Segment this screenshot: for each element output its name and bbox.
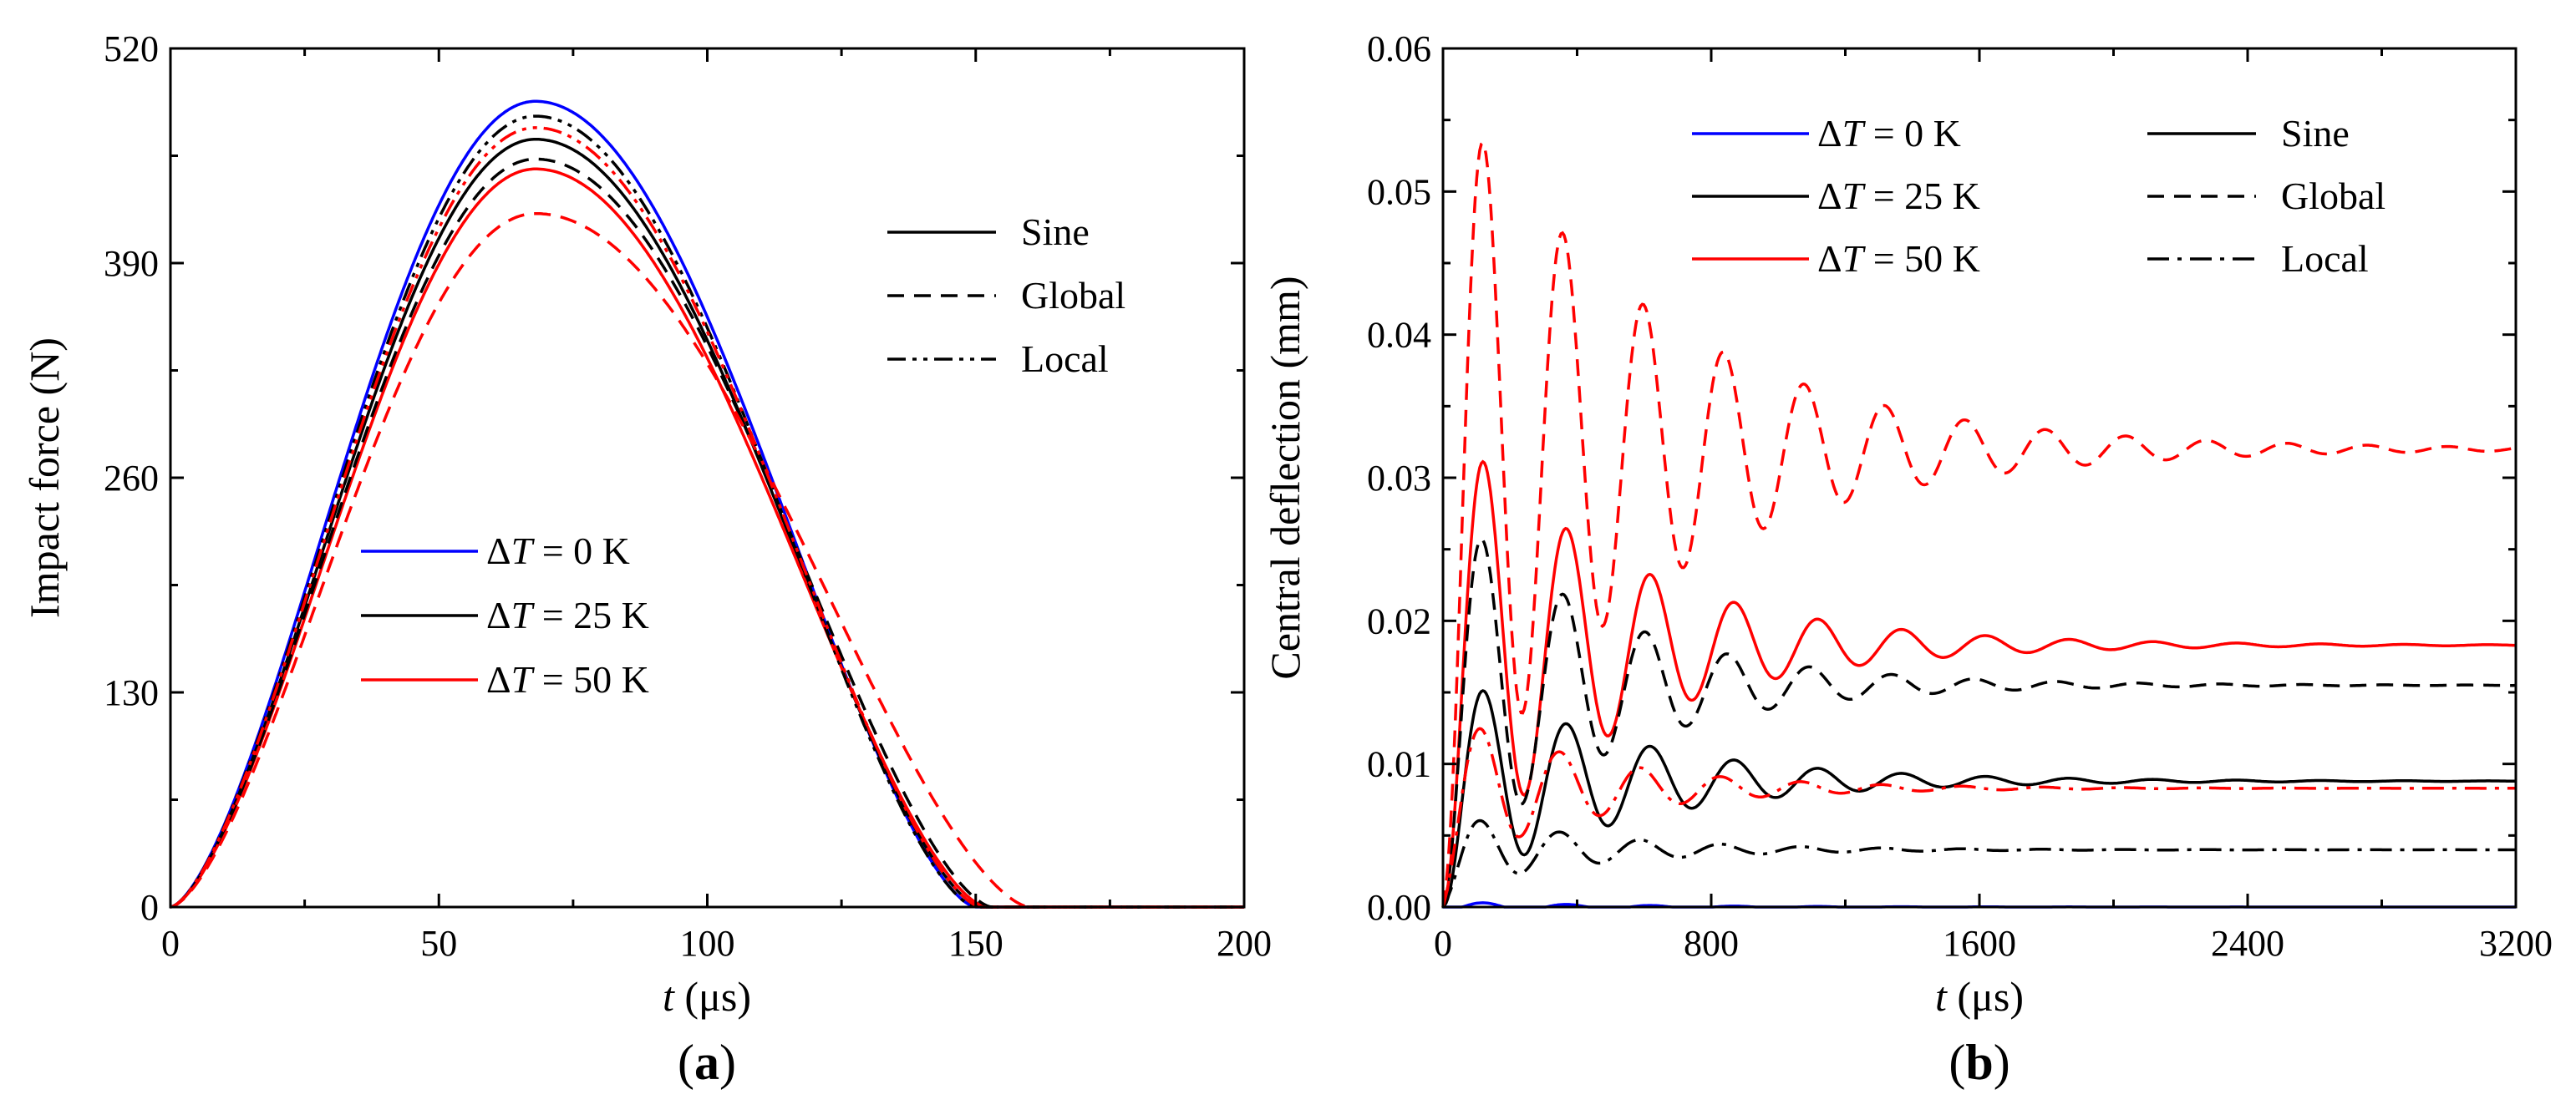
- panel-a-ytick-label: 130: [104, 672, 159, 713]
- panel-b-legend-temp-label: ΔT = 0 K: [1817, 112, 1961, 155]
- panel-a-ytick-label: 520: [104, 28, 159, 69]
- panel-a-label: (a): [678, 1035, 736, 1090]
- panel-a-legend: ΔT = 0 K ΔT = 25 K ΔT = 50 K Sine Global Loca…: [361, 210, 1125, 701]
- panel-b-ytick-label: 0.05: [1367, 171, 1431, 212]
- panel-b-xlabel: t (μs): [1935, 973, 2024, 1020]
- panel-b-legend-style-label: Global: [2281, 175, 2385, 217]
- panel-b-chart: 0 800 1600 2400 3200 0.00 0.01 0.02 0.03 0.04 0.05…: [1262, 28, 2553, 1090]
- panel-a-legend-style-label: Sine: [1021, 210, 1090, 253]
- panel-b-ytick-label: 0.00: [1367, 887, 1431, 928]
- panel-b-ytick-label: 0.04: [1367, 315, 1431, 356]
- panel-a-legend-temp-label: ΔT = 25 K: [486, 594, 649, 636]
- panel-a-xlabel: t (μs): [663, 973, 751, 1020]
- panel-b-series-line: [1441, 459, 2517, 908]
- panel-a-xtick-label: 150: [948, 923, 1003, 964]
- panel-a-ytick-label: 0: [140, 887, 159, 928]
- panel-b-legend-temp-label: ΔT = 25 K: [1817, 175, 1980, 217]
- panel-b-ytick-label: 0.06: [1367, 28, 1431, 69]
- panel-a-ytick-label: 390: [104, 243, 159, 284]
- panel-b-ytick-label: 0.01: [1367, 744, 1431, 785]
- panel-a-legend-style-label: Local: [1021, 337, 1109, 380]
- panel-b-xtick-label: 2400: [2211, 923, 2284, 964]
- panel-a-series-line: [170, 157, 1244, 909]
- panel-b-xtick-label: 0: [1434, 923, 1452, 964]
- panel-b-xtick-label: 1600: [1943, 923, 2016, 964]
- panel-a-ticks: 0 50 100 150 200 0 130 260 390 520: [104, 28, 1272, 964]
- panel-b-label: (b): [1949, 1035, 2009, 1090]
- panel-a-xtick-label: 50: [420, 923, 457, 964]
- panel-b-series-line: [1441, 689, 2516, 909]
- panel-a-legend-temp-label: ΔT = 50 K: [486, 658, 649, 701]
- panel-a-xtick-label: 0: [161, 923, 180, 964]
- panel-a-legend-style-label: Global: [1021, 274, 1125, 317]
- panel-b-ylabel: Central deflection (mm): [1262, 276, 1308, 679]
- panel-b-ticks: 0 800 1600 2400 3200 0.00 0.01 0.02 0.03 0.04 0.05…: [1367, 28, 2553, 964]
- panel-a-frame: [169, 47, 1246, 909]
- panel-a-series-line: [170, 137, 1244, 909]
- panel-b-legend-temp-label: ΔT = 50 K: [1817, 237, 1980, 280]
- panel-b-series-line: [1441, 819, 2517, 908]
- panel-a-ytick-label: 260: [104, 458, 159, 499]
- panel-b-xtick-label: 800: [1684, 923, 1739, 964]
- panel-b-series-line: [1441, 139, 2517, 908]
- panel-b-legend-style-label: Sine: [2281, 112, 2350, 155]
- panel-b-ytick-label: 0.03: [1367, 458, 1431, 499]
- panel-a-chart: 0 50 100 150 200 0 130 260 390 520 Impact force (…: [21, 28, 1272, 1090]
- panel-a-legend-temp-label: ΔT = 0 K: [486, 530, 630, 572]
- panel-b-xtick-label: 3200: [2479, 923, 2553, 964]
- panel-a-xtick-label: 100: [680, 923, 735, 964]
- panel-b-ytick-label: 0.02: [1367, 601, 1431, 641]
- panel-b-series-line: [1441, 536, 2516, 908]
- panel-b-legend-style-label: Local: [2281, 237, 2369, 280]
- panel-a-xtick-label: 200: [1217, 923, 1272, 964]
- panel-b-series-line: [1441, 727, 2516, 908]
- panel-b-legend: ΔT = 0 K ΔT = 25 K ΔT = 50 K Sine Global Loca…: [1692, 112, 2385, 280]
- panel-a-ylabel: Impact force (N): [21, 337, 68, 618]
